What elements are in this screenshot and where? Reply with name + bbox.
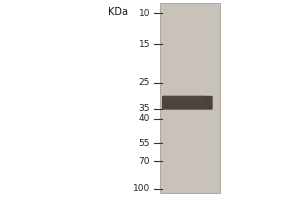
Text: 15: 15 bbox=[139, 40, 150, 49]
Text: 100: 100 bbox=[133, 184, 150, 193]
FancyBboxPatch shape bbox=[162, 96, 213, 110]
FancyBboxPatch shape bbox=[163, 96, 205, 102]
Text: 40: 40 bbox=[139, 114, 150, 123]
Text: KDa: KDa bbox=[108, 7, 128, 17]
Text: 70: 70 bbox=[139, 157, 150, 166]
Bar bbox=[160, 3, 220, 193]
Text: 55: 55 bbox=[139, 139, 150, 148]
Text: 25: 25 bbox=[139, 78, 150, 87]
Text: 10: 10 bbox=[139, 9, 150, 18]
Text: 35: 35 bbox=[139, 104, 150, 113]
